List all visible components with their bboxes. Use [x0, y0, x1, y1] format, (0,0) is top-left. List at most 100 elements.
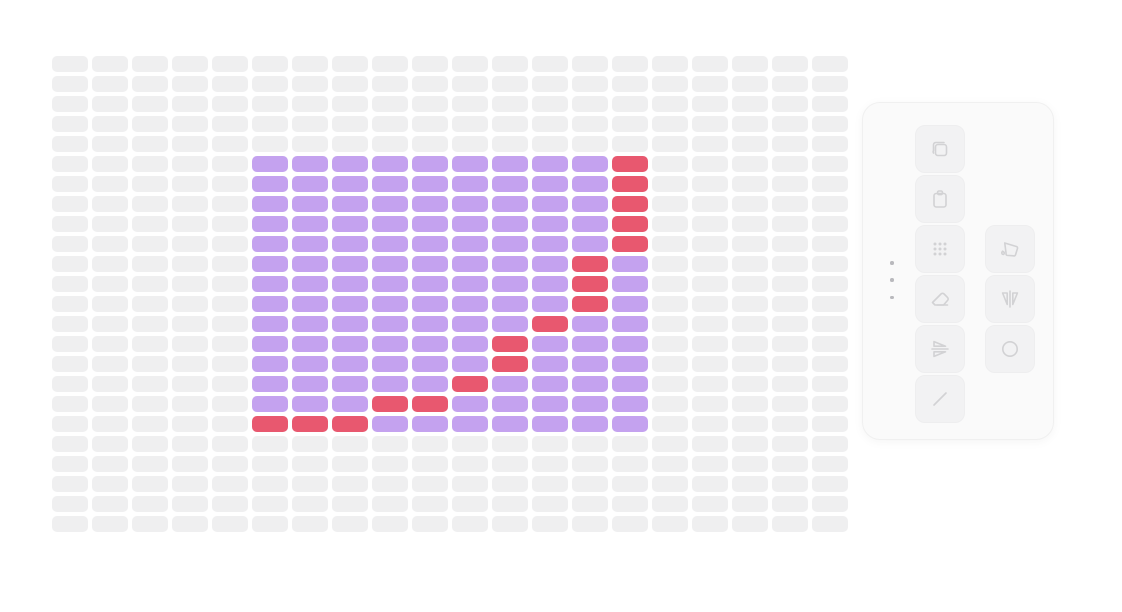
pixel-cell[interactable]: [52, 496, 88, 512]
pixel-cell[interactable]: [572, 296, 608, 312]
pixel-cell[interactable]: [332, 96, 368, 112]
pixel-cell[interactable]: [412, 356, 448, 372]
pixel-cell[interactable]: [772, 116, 808, 132]
pixel-cell[interactable]: [652, 496, 688, 512]
pixel-cell[interactable]: [372, 456, 408, 472]
pixel-cell[interactable]: [52, 516, 88, 532]
pixel-cell[interactable]: [92, 436, 128, 452]
pixel-cell[interactable]: [612, 316, 648, 332]
pixel-cell[interactable]: [92, 116, 128, 132]
pixel-cell[interactable]: [212, 216, 248, 232]
pixel-cell[interactable]: [252, 276, 288, 292]
pixel-cell[interactable]: [732, 116, 768, 132]
pixel-cell[interactable]: [692, 296, 728, 312]
pixel-cell[interactable]: [812, 296, 848, 312]
pixel-cell[interactable]: [52, 396, 88, 412]
pixel-cell[interactable]: [132, 356, 168, 372]
pixel-cell[interactable]: [452, 256, 488, 272]
pixel-cell[interactable]: [492, 376, 528, 392]
pixel-cell[interactable]: [612, 116, 648, 132]
pixel-cell[interactable]: [132, 516, 168, 532]
pixel-cell[interactable]: [172, 196, 208, 212]
pixel-cell[interactable]: [212, 176, 248, 192]
pixel-cell[interactable]: [92, 156, 128, 172]
pixel-cell[interactable]: [172, 516, 208, 532]
pixel-cell[interactable]: [772, 96, 808, 112]
pixel-cell[interactable]: [132, 296, 168, 312]
pixel-cell[interactable]: [812, 96, 848, 112]
pixel-cell[interactable]: [372, 496, 408, 512]
pixel-cell[interactable]: [292, 416, 328, 432]
pixel-cell[interactable]: [292, 236, 328, 252]
pixel-cell[interactable]: [812, 336, 848, 352]
pixel-cell[interactable]: [252, 396, 288, 412]
pixel-cell[interactable]: [372, 516, 408, 532]
pixel-cell[interactable]: [172, 116, 208, 132]
pixel-cell[interactable]: [452, 416, 488, 432]
pixel-cell[interactable]: [92, 76, 128, 92]
pixel-cell[interactable]: [92, 236, 128, 252]
pixel-cell[interactable]: [572, 456, 608, 472]
pixel-cell[interactable]: [532, 176, 568, 192]
pixel-cell[interactable]: [692, 496, 728, 512]
pixel-cell[interactable]: [172, 76, 208, 92]
pixel-cell[interactable]: [452, 476, 488, 492]
pixel-cell[interactable]: [172, 236, 208, 252]
pixel-cell[interactable]: [92, 336, 128, 352]
pixel-cell[interactable]: [92, 416, 128, 432]
pixel-cell[interactable]: [52, 96, 88, 112]
pixel-cell[interactable]: [612, 156, 648, 172]
pixel-cell[interactable]: [532, 216, 568, 232]
pixel-cell[interactable]: [172, 376, 208, 392]
pixel-cell[interactable]: [172, 336, 208, 352]
pixel-cell[interactable]: [492, 276, 528, 292]
pixel-cell[interactable]: [292, 376, 328, 392]
pixel-cell[interactable]: [492, 336, 528, 352]
pixel-cell[interactable]: [412, 116, 448, 132]
pixel-cell[interactable]: [252, 336, 288, 352]
pixel-cell[interactable]: [252, 356, 288, 372]
pixel-cell[interactable]: [332, 76, 368, 92]
pixel-cell[interactable]: [412, 176, 448, 192]
pixel-cell[interactable]: [812, 356, 848, 372]
pixel-cell[interactable]: [612, 296, 648, 312]
pixel-cell[interactable]: [652, 516, 688, 532]
pixel-cell[interactable]: [252, 176, 288, 192]
pixel-cell[interactable]: [532, 316, 568, 332]
pixel-cell[interactable]: [732, 196, 768, 212]
pixel-cell[interactable]: [652, 436, 688, 452]
pixel-cell[interactable]: [132, 96, 168, 112]
pixel-cell[interactable]: [572, 276, 608, 292]
pixel-cell[interactable]: [612, 436, 648, 452]
pixel-cell[interactable]: [332, 376, 368, 392]
pixel-cell[interactable]: [332, 336, 368, 352]
pixel-cell[interactable]: [132, 316, 168, 332]
pixel-cell[interactable]: [292, 256, 328, 272]
pixel-cell[interactable]: [132, 256, 168, 272]
pixel-cell[interactable]: [692, 276, 728, 292]
fill-button[interactable]: [985, 225, 1035, 273]
pixel-cell[interactable]: [292, 196, 328, 212]
pixel-cell[interactable]: [172, 456, 208, 472]
pixel-cell[interactable]: [52, 136, 88, 152]
pixel-cell[interactable]: [412, 276, 448, 292]
pixel-cell[interactable]: [652, 356, 688, 372]
pixel-cell[interactable]: [92, 96, 128, 112]
pixel-cell[interactable]: [692, 476, 728, 492]
pixel-cell[interactable]: [92, 56, 128, 72]
pixel-cell[interactable]: [412, 236, 448, 252]
pixel-cell[interactable]: [292, 136, 328, 152]
pixel-cell[interactable]: [52, 416, 88, 432]
pixel-cell[interactable]: [812, 156, 848, 172]
pixel-cell[interactable]: [292, 156, 328, 172]
pixel-cell[interactable]: [372, 196, 408, 212]
pixel-cell[interactable]: [452, 216, 488, 232]
pixel-cell[interactable]: [92, 216, 128, 232]
pixel-cell[interactable]: [172, 436, 208, 452]
line-button[interactable]: [915, 375, 965, 423]
pixel-cell[interactable]: [492, 156, 528, 172]
pixel-cell[interactable]: [772, 416, 808, 432]
pixel-cell[interactable]: [772, 176, 808, 192]
pixel-cell[interactable]: [492, 416, 528, 432]
pixel-cell[interactable]: [212, 276, 248, 292]
